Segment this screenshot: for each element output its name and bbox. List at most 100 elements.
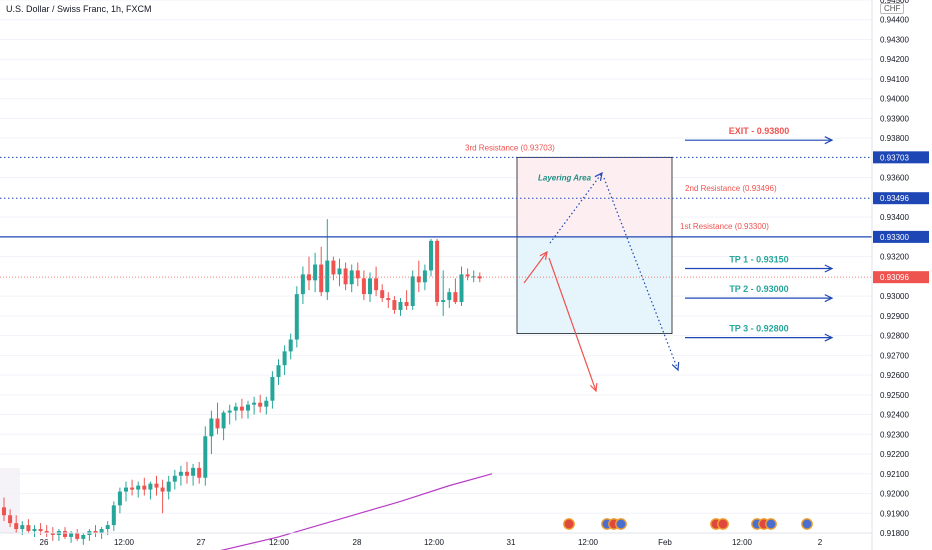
- candle-body: [14, 523, 19, 530]
- economic-events[interactable]: [563, 518, 813, 530]
- time-tick-label: 12:00: [114, 538, 135, 547]
- price-tick-label: 0.94200: [880, 55, 909, 64]
- chart-title: U.S. Dollar / Swiss Franc, 1h, FXCM: [6, 4, 152, 14]
- candle-body: [471, 276, 476, 278]
- resistance-2-label: 2nd Resistance (0.93496): [685, 184, 777, 193]
- price-tag-label: 0.93703: [880, 153, 909, 162]
- time-tick-label: 12:00: [578, 538, 599, 547]
- price-tick-label: 0.93200: [880, 253, 909, 262]
- candle-body: [276, 365, 281, 378]
- price-tick-label: 0.94000: [880, 95, 909, 104]
- price-tick-label: 0.92800: [880, 332, 909, 341]
- candle-body: [81, 534, 86, 539]
- arrow-head: [824, 294, 834, 303]
- arrow-head: [594, 171, 603, 181]
- price-tick-label: 0.94300: [880, 35, 909, 44]
- event-flag-icon[interactable]: [615, 518, 627, 530]
- arrow-head: [824, 136, 834, 145]
- candle-body: [325, 260, 330, 293]
- candle-body: [148, 483, 153, 490]
- time-tick-label: 26: [40, 538, 49, 547]
- candle-body: [221, 412, 226, 429]
- layering-zone: Layering Area: [516, 156, 673, 335]
- price-tag: [873, 192, 929, 205]
- arrow-head: [539, 250, 548, 260]
- candle-body: [294, 294, 299, 340]
- candle-body: [264, 400, 269, 407]
- projection-up-dotted: [549, 172, 603, 244]
- resistance-1-label: 1st Resistance (0.93300): [680, 222, 769, 231]
- candle-body: [185, 471, 189, 476]
- candle-body: [136, 485, 141, 490]
- candle-body: [422, 270, 427, 283]
- projection-down: [548, 257, 597, 392]
- target-label: TP 3 - 0.92800: [729, 324, 788, 334]
- time-tick-label: 12:00: [732, 538, 753, 547]
- time-tick-label: 28: [353, 538, 362, 547]
- price-tick-label: 0.92300: [880, 430, 909, 439]
- candle-body: [288, 339, 293, 352]
- price-tick-label: 0.92900: [880, 312, 909, 321]
- candle-body: [50, 533, 55, 535]
- candle-body: [154, 483, 159, 488]
- candle-body: [252, 402, 257, 405]
- candle-body: [63, 531, 67, 537]
- candle-body: [38, 529, 43, 532]
- candle-body: [368, 278, 372, 295]
- candle-body: [331, 260, 336, 275]
- time-tick-label: 12:00: [269, 538, 290, 547]
- event-flag-icon[interactable]: [717, 518, 729, 530]
- candle-body: [300, 274, 305, 295]
- event-flag-icon[interactable]: [765, 518, 777, 530]
- target-label: TP 2 - 0.93000: [729, 284, 788, 294]
- candle-body: [172, 475, 177, 482]
- price-axis[interactable]: 0.94500 0.94400 0.94300 0.94200 0.94100 0.940…: [871, 0, 932, 550]
- candle-body: [124, 487, 128, 492]
- candle-body: [441, 300, 446, 303]
- candle-body: [197, 467, 202, 478]
- candle-body: [416, 276, 421, 283]
- currency-badge[interactable]: CHF: [880, 3, 905, 14]
- candle-body: [282, 351, 287, 366]
- candlesticks: [2, 219, 482, 545]
- event-flag-icon[interactable]: [563, 518, 575, 530]
- arrow-head: [589, 382, 598, 393]
- price-tick-label: 0.92500: [880, 391, 909, 400]
- candle-body: [203, 436, 208, 478]
- zone-upper-fill: [517, 157, 672, 237]
- candle-body: [93, 531, 98, 533]
- arrow-head: [824, 333, 834, 342]
- candle-body: [26, 525, 31, 532]
- time-axis[interactable]: 26 12:00 27 12:00 28 12:00 31 12:00 Feb 12:00 2: [0, 532, 872, 547]
- candle-body: [380, 290, 385, 299]
- price-tick-label: 0.94400: [880, 16, 909, 25]
- zone-border: [516, 156, 673, 335]
- price-tick-label: 0.94500: [880, 0, 909, 5]
- candle-body: [398, 302, 403, 310]
- price-tag: [873, 271, 929, 284]
- candle-body: [142, 485, 147, 490]
- price-tick-label: 0.92100: [880, 470, 909, 479]
- arrow-head: [824, 264, 834, 273]
- candle-body: [105, 525, 110, 530]
- candle-body: [178, 471, 183, 476]
- candle-body: [99, 529, 104, 533]
- candle-body: [361, 278, 366, 295]
- price-tag: [873, 151, 929, 164]
- target-label: EXIT - 0.93800: [729, 126, 790, 136]
- price-tick-label: 0.92600: [880, 371, 909, 380]
- candle-body: [435, 240, 440, 303]
- candle-body: [8, 515, 13, 524]
- candle-body: [477, 276, 482, 279]
- price-tick-label: 0.93600: [880, 174, 909, 183]
- candle-body: [130, 487, 135, 490]
- candle-body: [392, 300, 397, 310]
- price-tick-label: 0.94100: [880, 75, 909, 84]
- candle-body: [258, 402, 263, 407]
- zone-lower-fill: [517, 236, 672, 334]
- candle-body: [270, 377, 275, 401]
- event-flag-icon[interactable]: [801, 518, 813, 530]
- candle-body: [313, 264, 318, 281]
- arrow-head: [671, 361, 680, 372]
